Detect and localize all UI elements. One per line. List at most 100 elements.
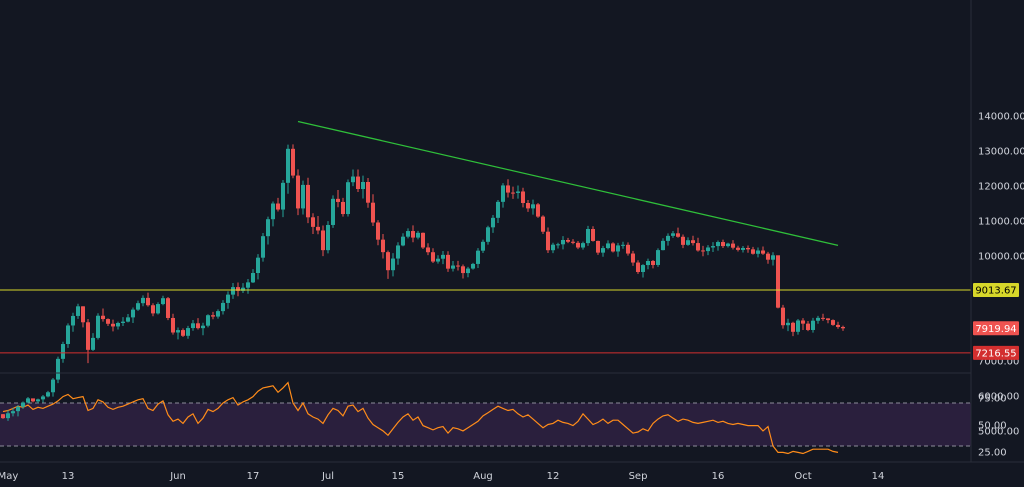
candle-body — [766, 253, 770, 260]
candle-body — [651, 260, 655, 265]
candle-body — [141, 297, 145, 304]
candle-body — [746, 247, 750, 250]
candle-body — [411, 231, 415, 238]
candle-body — [716, 242, 720, 247]
last-price-tag-label: 7919.94 — [975, 324, 1016, 335]
candle-body — [406, 231, 410, 237]
candle-body — [751, 249, 755, 254]
candle-body — [266, 219, 270, 237]
candle-body — [631, 253, 635, 263]
candle-body — [276, 203, 280, 210]
candle-body — [306, 184, 310, 218]
candle-body — [491, 217, 495, 228]
candle-body — [56, 358, 60, 380]
candle-body — [786, 322, 790, 326]
candle-body — [41, 396, 45, 400]
candle-body — [241, 287, 245, 291]
candle-body — [391, 258, 395, 271]
candle-body — [51, 379, 55, 393]
candle-body — [81, 306, 85, 323]
candle-body — [166, 298, 170, 318]
candle-body — [466, 268, 470, 274]
resistance-tag-label: 7216.55 — [975, 348, 1016, 359]
candle-body — [576, 242, 580, 248]
price-tick-label: 10000.00 — [978, 252, 1024, 263]
rsi-tick-label: 75.00 — [978, 394, 1007, 405]
candle-body — [96, 315, 100, 338]
candle-body — [381, 239, 385, 253]
candle-body — [796, 320, 800, 332]
candle-body — [261, 236, 265, 258]
candle-body — [336, 198, 340, 202]
candle-body — [196, 323, 200, 329]
time-tick-label: 12 — [547, 471, 560, 482]
candle-body — [6, 413, 10, 419]
candle-body — [776, 255, 780, 308]
candle-body — [601, 248, 605, 253]
time-tick-label: Sep — [629, 471, 648, 482]
candle-body — [451, 265, 455, 269]
candle-body — [101, 315, 105, 320]
candle-body — [71, 315, 75, 326]
time-tick-label: Oct — [794, 471, 811, 482]
price-tick-label: 13000.00 — [978, 147, 1024, 158]
candle-body — [211, 315, 215, 317]
candle-body — [566, 239, 570, 242]
candle-body — [701, 250, 705, 252]
candle-body — [346, 182, 350, 215]
candle-body — [286, 148, 290, 183]
time-tick-label: 16 — [712, 471, 725, 482]
rsi-band — [0, 403, 971, 446]
candle-body — [551, 244, 555, 251]
rsi-tick-label: 25.00 — [978, 447, 1007, 458]
candle-body — [806, 323, 810, 330]
support-tag-label: 9013.67 — [975, 286, 1016, 297]
candle-body — [151, 305, 155, 314]
candle-body — [531, 204, 535, 209]
candle-body — [586, 229, 590, 244]
rsi-line — [2, 381, 839, 455]
downtrend-line[interactable] — [297, 120, 839, 246]
candle-body — [626, 244, 630, 254]
candle-body — [706, 247, 710, 252]
candle-body — [641, 265, 645, 272]
candle-body — [36, 399, 40, 402]
candle-body — [431, 252, 435, 262]
candle-body — [836, 324, 840, 327]
support-price-tag: 9013.67 — [973, 283, 1019, 298]
candle-body — [616, 245, 620, 252]
candle-body — [486, 227, 490, 242]
rsi-axis-labels[interactable]: 75.00 50.00 25.00 — [978, 394, 1007, 459]
candle-body — [256, 257, 260, 273]
resistance-price-tag: 7216.55 — [973, 345, 1019, 360]
candle-body — [611, 243, 615, 252]
candle-body — [471, 263, 475, 269]
candle-body — [251, 273, 255, 283]
candle-body — [546, 231, 550, 251]
candle-body — [711, 246, 715, 248]
price-axis-labels[interactable]: 14000.00 13000.00 12000.00 11000.00 10000.00… — [978, 112, 1024, 438]
candle-body — [656, 250, 660, 265]
candle-body — [16, 406, 20, 412]
price-tick-label: 5000.00 — [978, 427, 1019, 438]
candle-body — [686, 240, 690, 245]
candle-body — [66, 325, 70, 345]
candle-body — [116, 322, 120, 327]
candle-body — [681, 236, 685, 245]
candle-body — [366, 182, 370, 203]
candle-body — [301, 184, 305, 209]
rsi-panel — [0, 381, 971, 455]
candle-body — [496, 201, 500, 218]
candle-body — [456, 265, 460, 267]
time-axis-labels[interactable]: May 13 Jun 17 Jul 15 Aug 12 Sep 16 Oct 14 — [0, 471, 884, 482]
candle-body — [386, 252, 390, 271]
candle-body — [76, 306, 80, 316]
candle-body — [361, 182, 365, 189]
candle-body — [536, 204, 540, 217]
rsi-tick-label: 50.00 — [978, 421, 1007, 432]
support-tag-box — [973, 283, 1019, 298]
candle-body — [416, 232, 420, 238]
candle-body — [326, 224, 330, 251]
candle-body — [441, 254, 445, 259]
